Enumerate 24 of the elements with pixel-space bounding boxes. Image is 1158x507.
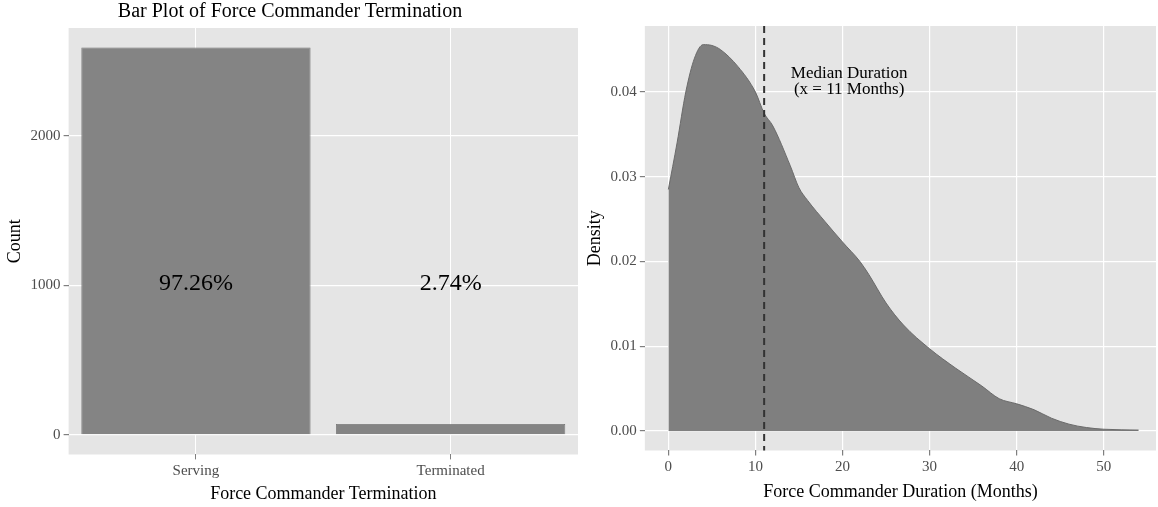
x-axis-title: Force Commander Termination (210, 482, 437, 503)
x-tick-label: 50 (1096, 458, 1112, 475)
x-tick-label: 10 (747, 458, 763, 475)
annotation: 2.74% (419, 269, 482, 296)
x-axis-title: Force Commander Duration (Months) (763, 480, 1038, 502)
y-tick-label: 0.01 (610, 337, 637, 354)
chart-title: Bar Plot of Force Commander Termination (117, 0, 463, 22)
y-axis-title: Count (3, 219, 24, 264)
annotation: 97.26% (158, 269, 233, 296)
x-tick-label: Terminated (416, 462, 486, 479)
x-tick-label: 40 (1009, 458, 1025, 475)
y-tick-label: 2000 (30, 126, 61, 143)
y-tick-label: 0.02 (610, 252, 637, 269)
y-tick-label: 0.04 (610, 83, 638, 100)
y-tick-label: 1000 (30, 276, 61, 293)
x-tick-label: 0 (664, 458, 673, 475)
ref-line-label: Median Duration (x = 11 Months) (790, 62, 908, 98)
y-tick-label: 0 (53, 425, 61, 442)
x-tick-label: 30 (922, 458, 938, 475)
y-tick-label: 0.00 (610, 421, 637, 438)
x-tick-label: 20 (835, 458, 851, 475)
y-tick-label: 0.03 (610, 167, 637, 184)
y-axis-title: Density (583, 210, 604, 267)
x-tick-label: Serving (172, 462, 220, 479)
